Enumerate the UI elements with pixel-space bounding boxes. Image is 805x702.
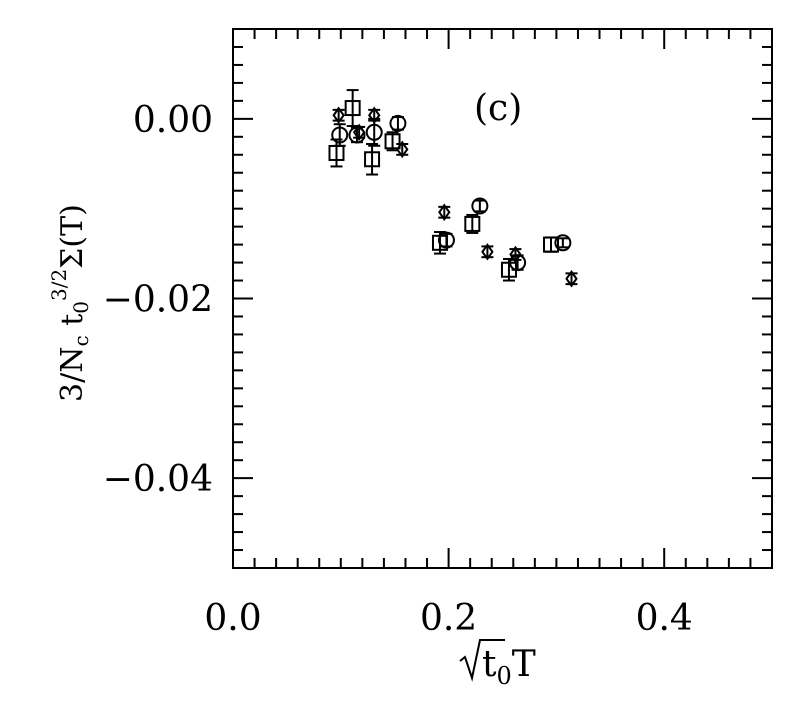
diamond-point [565,270,578,288]
diamond-marker [332,106,345,124]
diamond-marker [565,270,578,288]
circle-point [471,197,489,215]
x-title-T: T [512,644,536,685]
circle-marker [437,231,455,249]
circle-point [389,114,407,132]
axis-ticks [232,28,773,569]
square-marker [384,133,401,150]
square-point [464,213,481,234]
diamond-marker [509,245,522,264]
x-tick-label: 0.4 [636,598,693,639]
diamond-point [367,106,381,124]
diamond-point [332,106,345,124]
data-marks [328,89,578,288]
y-title-t: t [55,314,90,336]
tick-labels: 0.0 0.2 0.4 0.00 −0.02 −0.04 [103,100,693,639]
diamond-point [352,123,366,142]
y-axis-title: 3/Nc t03/2Σ(T) [47,204,93,402]
diamond-marker [396,140,409,159]
svg-text:t0T: t0T [482,644,536,690]
sqrt-radical-icon [459,639,505,682]
circle-point [437,231,455,249]
square-marker [364,151,381,168]
circle-marker [509,254,527,272]
x-axis-title: t0T [459,639,536,690]
x-tick-label: 0.0 [204,598,261,639]
square-marker [464,215,481,232]
circle-point [331,123,349,147]
diamond-point [509,245,522,264]
diamond-marker [481,243,494,261]
diamond-point [481,243,494,261]
y-tick-label: −0.04 [103,459,213,500]
y-title-sigma: Σ(T) [55,204,90,269]
diamond-marker [352,123,366,142]
y-title-exp: 3/2 [47,269,71,301]
diamond-point [396,140,409,159]
x-title-t: t [482,644,497,685]
circle-marker [331,126,349,144]
square-point [344,89,361,128]
x-tick-label: 0.2 [420,598,477,639]
circle-point [554,234,572,252]
square-point [543,236,560,253]
square-point [328,138,345,168]
diamond-point [438,203,451,221]
square-marker [543,236,560,253]
y-title-prefix: 3/N [55,347,90,402]
circle-marker [365,123,383,141]
svg-text:3/Nc t03/2Σ(T): 3/Nc t03/2Σ(T) [47,204,93,402]
y-title-sub0: 0 [69,301,93,314]
square-marker [344,100,361,117]
diamond-marker [367,106,381,124]
circle-marker [471,197,489,215]
circle-marker [554,234,572,252]
y-title-c: c [69,335,93,346]
panel-label: (c) [474,88,522,129]
y-tick-label: 0.00 [133,100,213,141]
x-title-sub: 0 [496,662,511,690]
circle-marker [389,114,407,132]
square-point [364,142,381,176]
diamond-marker [438,203,451,221]
y-tick-label: −0.02 [103,280,213,321]
square-point [384,131,401,152]
